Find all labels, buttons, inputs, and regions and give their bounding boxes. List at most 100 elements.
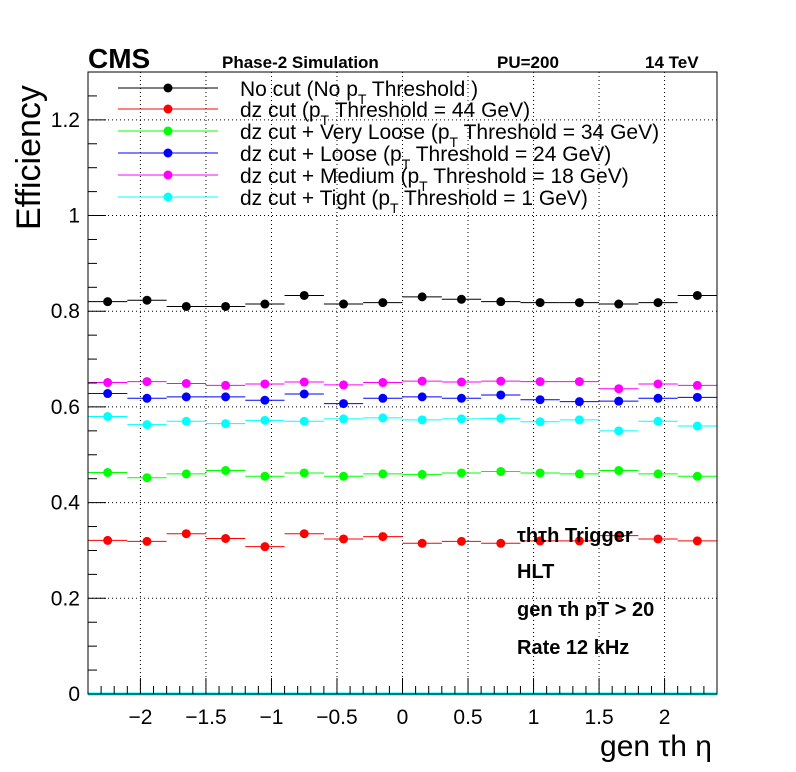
- series-point: [653, 469, 663, 479]
- series-point: [574, 536, 584, 546]
- legend-marker: [163, 126, 173, 136]
- series-point: [614, 466, 624, 476]
- series-point: [299, 529, 309, 539]
- series-point: [142, 420, 152, 430]
- series-point: [456, 536, 466, 546]
- series-point: [299, 389, 309, 399]
- series-point: [496, 413, 506, 423]
- cms-label: CMS: [88, 43, 150, 74]
- status-label: Phase-2 Simulation: [222, 53, 379, 72]
- series-point: [496, 297, 506, 307]
- y-tick-label: 0: [68, 683, 80, 706]
- series-point: [299, 377, 309, 387]
- legend-marker: [163, 148, 173, 158]
- series-point: [378, 413, 388, 423]
- series-point: [692, 392, 702, 402]
- series-point: [221, 392, 231, 402]
- series-point: [574, 397, 584, 407]
- series-point: [456, 377, 466, 387]
- axes: −2 −1.5 −1 −0.5 0 0.5 1 1.5 2 0 0.2 0.4 0.6 0.8 1 1.2: [51, 71, 718, 729]
- legend-marker: [163, 83, 173, 93]
- series-point: [496, 467, 506, 477]
- series-point: [103, 378, 113, 388]
- series-point: [103, 467, 113, 477]
- series-point: [103, 389, 113, 399]
- series-point: [221, 301, 231, 311]
- y-tick-label: 1: [68, 205, 80, 228]
- y-tick-label: 1.2: [51, 109, 80, 132]
- x-axis-title: gen τh η: [600, 730, 712, 763]
- series-point: [456, 294, 466, 304]
- series-point: [339, 299, 349, 309]
- series-point: [221, 380, 231, 390]
- energy-label: 14 TeV: [645, 53, 699, 72]
- x-tick-label: −1: [259, 706, 283, 729]
- series-point: [614, 531, 624, 541]
- series-point: [181, 469, 191, 479]
- series-point: [142, 295, 152, 305]
- series-point: [692, 380, 702, 390]
- pileup-label: PU=200: [497, 53, 559, 72]
- series-point: [339, 380, 349, 390]
- series-point: [103, 411, 113, 421]
- series-point: [417, 469, 427, 479]
- series-point: [103, 297, 113, 307]
- y-axis-title: Efficiency: [10, 85, 48, 230]
- series-point: [378, 469, 388, 479]
- x-tick-label: −1.5: [185, 706, 226, 729]
- annotation-trigger: τhτh Trigger: [517, 525, 633, 547]
- series-point: [535, 395, 545, 405]
- series-point: [378, 393, 388, 403]
- series-point: [417, 292, 427, 302]
- series-point: [614, 384, 624, 394]
- series-point: [339, 471, 349, 481]
- series-point: [692, 536, 702, 546]
- series-point: [260, 379, 270, 389]
- series-point: [181, 529, 191, 539]
- series-point: [299, 416, 309, 426]
- legend-marker: [163, 170, 173, 180]
- series-point: [339, 534, 349, 544]
- x-tick-label: 0: [397, 706, 409, 729]
- series-point: [614, 426, 624, 436]
- series-point: [417, 538, 427, 548]
- x-tick-label: −2: [128, 706, 152, 729]
- series-point: [221, 466, 231, 476]
- series-point: [378, 532, 388, 542]
- series-point: [692, 290, 702, 300]
- y-tick-label: 0.4: [51, 492, 81, 515]
- series-point: [417, 415, 427, 425]
- series-point: [181, 392, 191, 402]
- series-point: [456, 468, 466, 478]
- series-point: [456, 414, 466, 424]
- series-point: [496, 376, 506, 386]
- series-point: [535, 536, 545, 546]
- series-point: [339, 414, 349, 424]
- series-point: [221, 419, 231, 429]
- y-tick-label: 0.6: [51, 396, 80, 419]
- series-point: [181, 301, 191, 311]
- series-point: [574, 298, 584, 308]
- series-point: [378, 378, 388, 388]
- series-point: [378, 298, 388, 308]
- series-point: [574, 469, 584, 479]
- series-point: [417, 376, 427, 386]
- y-tick-label: 0.2: [51, 587, 80, 610]
- annotation-gen-cut: gen τh pT > 20: [517, 599, 654, 621]
- series-point: [614, 299, 624, 309]
- x-tick-label: 1: [528, 706, 540, 729]
- series-point: [299, 468, 309, 478]
- series-point: [692, 421, 702, 431]
- series-point: [221, 534, 231, 543]
- series-point: [299, 290, 309, 300]
- series-point: [535, 417, 545, 427]
- series-point: [260, 471, 270, 481]
- series-point: [574, 377, 584, 387]
- x-tick-label: 2: [659, 706, 671, 729]
- series-point: [653, 534, 663, 544]
- series-point: [614, 396, 624, 406]
- series-point: [535, 298, 545, 308]
- x-tick-label: −0.5: [316, 706, 357, 729]
- annotation-hlt: HLT: [517, 561, 554, 583]
